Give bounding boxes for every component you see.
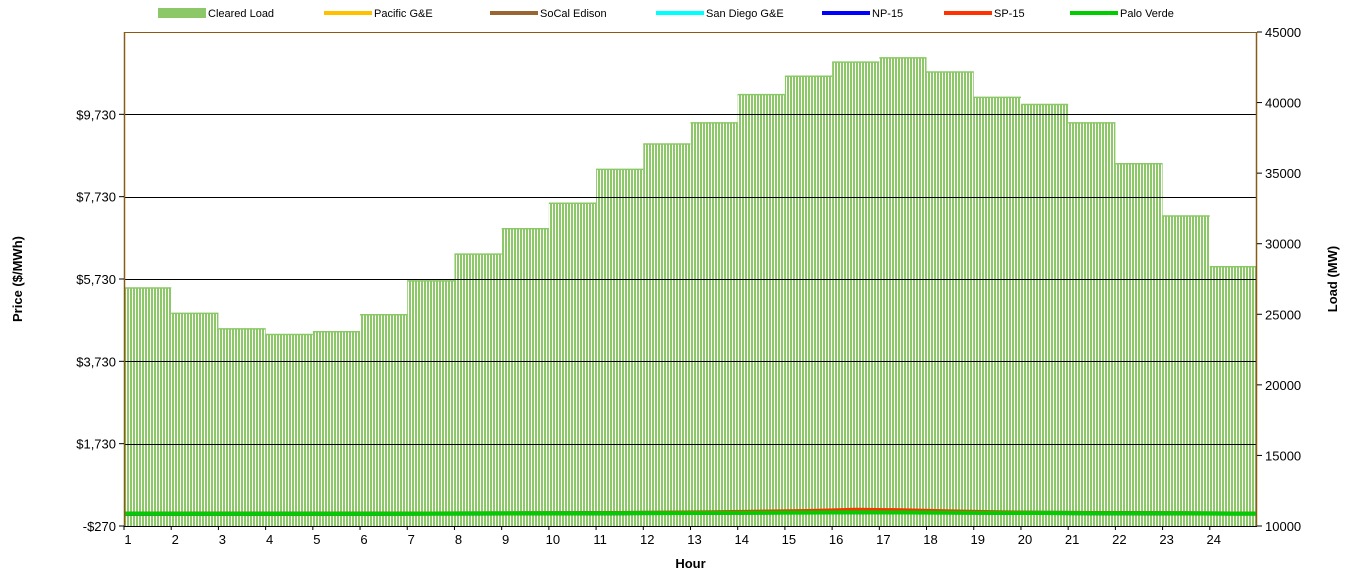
left-tick-label: $5,730 [76,272,116,287]
line-palo-verde [124,510,1257,516]
x-tick-label: 15 [782,532,796,547]
x-tick-label: 9 [502,532,509,547]
load-bar-hour-20 [1020,103,1069,527]
legend-swatch [158,8,206,18]
legend-label: NP-15 [872,8,903,20]
left-tick-label: $7,730 [76,190,116,205]
x-tick-label: 12 [640,532,654,547]
load-bar-hour-5 [312,331,361,526]
load-bar-hour-12 [643,143,691,526]
load-bar-hour-19 [973,96,1021,526]
load-bar-hour-16 [832,61,880,526]
load-bar-hour-18 [926,71,974,527]
price-lines [124,507,1257,516]
x-tick-label: 5 [313,532,320,547]
right-tick-label: 40000 [1265,96,1301,111]
legend: Cleared Load Pacific G&E SoCal Edison San D… [158,8,1174,20]
x-tick-label: 8 [455,532,462,547]
x-tick-label: 1 [124,532,131,547]
load-bar-hour-23 [1162,215,1210,526]
x-tick-label: 3 [219,532,226,547]
x-tick-label: 22 [1112,532,1126,547]
x-tick-label: 16 [829,532,843,547]
legend-label: SoCal Edison [540,8,607,20]
left-axis-ticks: -$270 $1,730 $3,730 $5,730 $7,730 $9,730 [76,107,124,534]
load-bar-hour-13 [690,122,738,527]
x-tick-label: 10 [546,532,560,547]
load-bar-hour-9 [501,228,549,526]
legend-item-cleared-load: Cleared Load [158,8,274,20]
legend-item-sp-15: SP-15 [944,8,1025,20]
load-bar-hour-14 [737,94,785,527]
load-bar-hour-24 [1209,266,1257,526]
left-tick-label: $1,730 [76,437,116,452]
x-tick-label: 23 [1159,532,1173,547]
left-tick-label: $9,730 [76,107,116,122]
right-tick-label: 20000 [1265,378,1301,393]
load-bar-hour-6 [360,314,408,526]
legend-item-pacific-g-e: Pacific G&E [324,8,433,20]
x-axis-ticks: 1 2 3 4 5 6 7 8 9 10 11 12 13 14 15 16 17 18 19 20 21 22 23 24 [123,526,1221,547]
x-axis-title: Hour [675,556,705,571]
legend-label: Pacific G&E [374,8,433,20]
legend-item-san-diego-g-e: San Diego G&E [656,8,784,20]
legend-item-socal-edison: SoCal Edison [490,8,607,20]
x-tick-label: 24 [1207,532,1221,547]
load-bar-hour-7 [407,280,455,526]
right-tick-label: 10000 [1265,519,1301,534]
x-tick-label: 14 [734,532,748,547]
right-tick-label: 25000 [1265,307,1301,322]
load-bar-hour-8 [454,253,502,526]
x-tick-label: 18 [923,532,937,547]
right-tick-label: 45000 [1265,25,1301,40]
load-bar-hour-10 [548,202,597,527]
legend-label: Palo Verde [1120,8,1174,20]
load-bar-hour-2 [171,312,219,526]
right-axis-ticks: 10000 15000 20000 25000 30000 35000 40000 45000 [1257,25,1301,534]
legend-item-palo-verde: Palo Verde [1070,8,1174,20]
right-axis-title: Load (MW) [1325,246,1340,312]
load-bar-hour-1 [124,287,172,526]
x-tick-label: 4 [266,532,273,547]
x-tick-label: 19 [971,532,985,547]
load-bars [124,57,1257,527]
x-tick-label: 6 [360,532,367,547]
left-tick-label: $3,730 [76,354,116,369]
legend-item-np-15: NP-15 [822,8,903,20]
load-bar-hour-4 [265,334,313,526]
x-tick-label: 2 [172,532,179,547]
right-tick-label: 35000 [1265,166,1301,181]
right-tick-label: 30000 [1265,237,1301,252]
x-tick-label: 20 [1018,532,1032,547]
load-bar-hour-22 [1115,163,1163,526]
load-bar-hour-21 [1068,122,1116,527]
gridlines [124,114,1257,445]
right-tick-label: 15000 [1265,448,1301,463]
legend-label: San Diego G&E [706,8,784,20]
x-tick-label: 7 [408,532,415,547]
x-tick-label: 13 [687,532,701,547]
left-tick-label: -$270 [83,519,116,534]
left-axis-title: Price ($/MWh) [10,236,25,322]
legend-label: SP-15 [994,8,1025,20]
x-tick-label: 17 [876,532,890,547]
load-bar-hour-11 [596,168,644,526]
x-tick-label: 11 [593,532,607,547]
legend-label: Cleared Load [208,8,274,20]
load-bar-hour-15 [784,75,833,527]
x-tick-label: 21 [1065,532,1079,547]
load-bar-hour-3 [218,328,266,526]
load-bar-hour-17 [879,57,927,527]
